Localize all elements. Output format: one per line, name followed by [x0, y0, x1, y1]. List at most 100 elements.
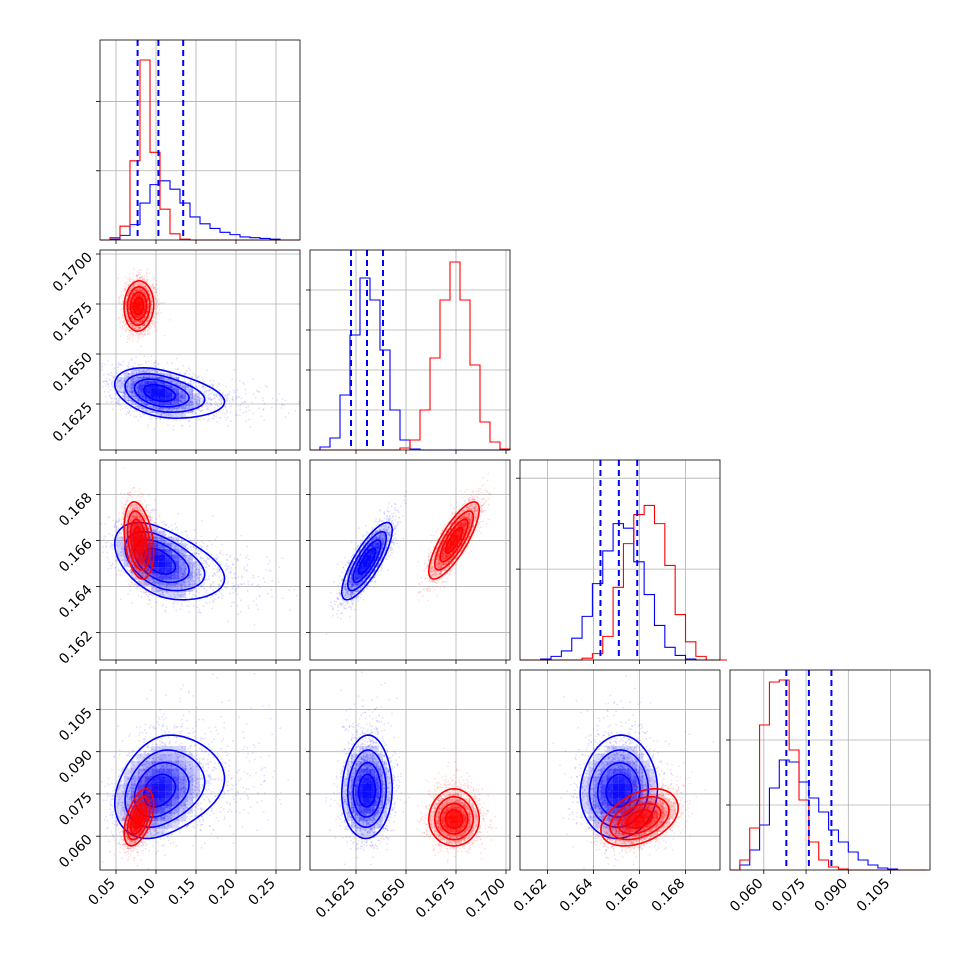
scatter-point-blue	[189, 401, 192, 404]
scatter-point-blue	[110, 382, 113, 385]
scatter-point-blue	[193, 412, 196, 415]
density-cell-blue	[193, 401, 200, 405]
scatter-point-red	[123, 288, 126, 290]
scatter-point-blue	[206, 397, 208, 399]
scatter-point-blue	[212, 384, 215, 387]
scatter-point-blue	[127, 399, 130, 402]
scatter-point-blue	[278, 392, 281, 395]
scatter-point-blue	[122, 360, 125, 363]
scatter-point-blue	[178, 400, 181, 403]
scatter-point-blue	[236, 414, 239, 417]
scatter-point-blue	[244, 388, 247, 391]
scatter-point-blue	[144, 404, 147, 406]
scatter-point-blue	[212, 397, 215, 400]
histogram-blue	[310, 277, 510, 451]
scatter-point-blue	[224, 416, 227, 419]
scatter-point-blue	[196, 418, 199, 421]
scatter-point-red	[151, 320, 154, 323]
scatter-point-blue	[108, 395, 111, 398]
scatter-point-blue	[131, 371, 134, 373]
scatter-point-blue	[207, 395, 210, 397]
scatter-point-blue	[142, 413, 145, 416]
scatter-point-red	[142, 335, 145, 338]
scatter-point-blue	[120, 374, 123, 377]
scatter-point-blue	[130, 380, 132, 382]
scatter-point-red	[138, 333, 140, 336]
scatter-point-blue	[222, 392, 225, 394]
scatter-point-blue	[128, 390, 131, 393]
scatter-point-blue	[150, 411, 152, 414]
scatter-point-blue	[116, 381, 119, 384]
scatter-point-blue	[201, 397, 204, 399]
scatter-point-blue	[126, 371, 129, 374]
scatter-point-blue	[180, 424, 183, 427]
scatter-point-blue	[281, 403, 284, 405]
scatter-point-blue	[157, 363, 160, 365]
scatter-point-blue	[123, 378, 126, 381]
scatter-point-blue	[172, 386, 174, 389]
scatter-point-blue	[231, 378, 233, 381]
scatter-point-blue	[130, 378, 133, 381]
scatter-point-blue	[118, 404, 120, 406]
scatter-point-blue	[117, 402, 120, 404]
scatter-point-red	[138, 276, 141, 279]
scatter-point-blue	[143, 375, 146, 377]
scatter-point-blue	[119, 379, 122, 382]
scatter-point-blue	[230, 420, 232, 423]
scatter-point-blue	[110, 374, 112, 377]
scatter-point-blue	[220, 399, 223, 402]
scatter-point-blue	[180, 400, 183, 403]
scatter-point-blue	[161, 407, 164, 409]
scatter-point-blue	[258, 407, 260, 410]
scatter-point-blue	[134, 380, 137, 382]
scatter-point-blue	[266, 385, 268, 388]
scatter-point-blue	[168, 378, 171, 381]
histogram-blue	[520, 523, 727, 661]
scatter-point-blue	[143, 375, 145, 378]
scatter-point-blue	[180, 393, 183, 396]
scatter-point-blue	[121, 395, 124, 398]
scatter-point-blue	[216, 402, 218, 405]
scatter-point-blue	[207, 397, 210, 400]
scatter-point-blue	[181, 397, 183, 399]
hist-panel-3	[726, 669, 931, 871]
scatter-point-blue	[218, 416, 221, 419]
scatter-point-red	[118, 296, 120, 299]
scatter-point-blue	[179, 396, 181, 399]
scatter-point-blue	[143, 376, 145, 378]
scatter-point-blue	[125, 375, 128, 377]
scatter-point-blue	[176, 368, 179, 371]
scatter-point-blue	[263, 402, 266, 405]
scatter-point-blue	[159, 417, 162, 420]
scatter-point-blue	[216, 395, 219, 398]
scatter-point-blue	[162, 367, 165, 370]
scatter-point-red	[120, 316, 123, 319]
scatter-point-blue	[189, 391, 192, 394]
scatter-point-blue	[213, 415, 216, 417]
scatter-point-blue	[228, 400, 231, 402]
scatter-point-blue	[147, 426, 150, 429]
scatter-point-red	[118, 302, 121, 305]
scatter-point-blue	[227, 416, 229, 419]
scatter-point-blue	[190, 407, 193, 410]
scatter-point-red	[154, 320, 156, 323]
scatter-point-blue	[147, 375, 150, 377]
scatter-point-blue	[198, 419, 201, 421]
scatter-point-blue	[208, 393, 210, 396]
scatter-point-blue	[205, 408, 208, 411]
scatter-point-red	[140, 269, 143, 271]
scatter-point-red	[156, 294, 159, 297]
scatter-point-blue	[133, 382, 135, 384]
scatter-point-blue	[191, 412, 194, 415]
scatter-point-blue	[148, 371, 151, 374]
scatter-point-blue	[219, 389, 221, 391]
scatter-point-blue	[226, 425, 229, 428]
scatter-point-blue	[192, 402, 195, 405]
scatter-point-blue	[206, 401, 208, 404]
scatter-point-red	[140, 345, 143, 348]
scatter-point-blue	[200, 386, 203, 389]
scatter-point-blue	[156, 412, 158, 415]
scatter-point-blue	[224, 412, 227, 415]
scatter-point-blue	[210, 404, 213, 406]
scatter-point-blue	[128, 409, 131, 412]
